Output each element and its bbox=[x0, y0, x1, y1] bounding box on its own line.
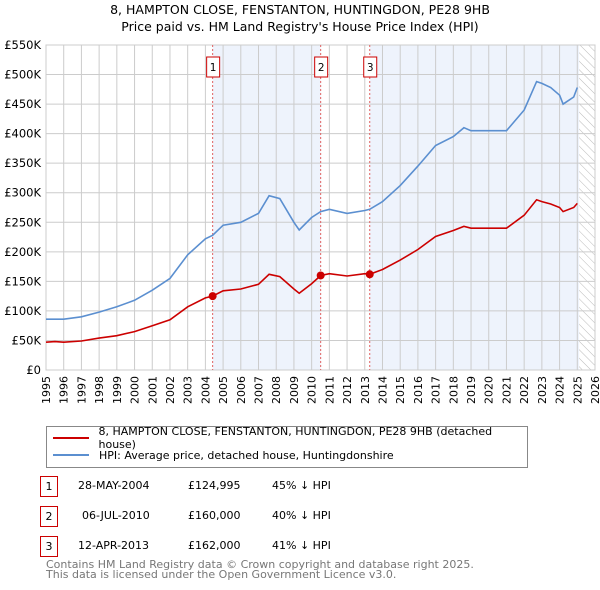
footer-line-2: This data is licensed under the Open Gov… bbox=[46, 568, 397, 581]
transaction-date: 06-JUL-2010 bbox=[82, 509, 150, 522]
y-tick-label: £500K bbox=[4, 68, 41, 82]
y-tick-label: £550K bbox=[4, 38, 41, 52]
transaction-date: 12-APR-2013 bbox=[78, 539, 150, 552]
transaction-marker: 1 bbox=[40, 476, 58, 497]
chart-title: 8, HAMPTON CLOSE, FENSTANTON, HUNTINGDON… bbox=[110, 2, 490, 17]
x-tick-label: 2010 bbox=[306, 376, 319, 404]
chart-subtitle: Price paid vs. HM Land Registry's House … bbox=[121, 19, 479, 34]
x-tick-label: 2001 bbox=[146, 376, 159, 404]
legend-swatch-hpi bbox=[53, 454, 89, 456]
x-tick-label: 2024 bbox=[554, 376, 567, 404]
y-tick-label: £350K bbox=[4, 156, 41, 170]
hpi-line bbox=[46, 80, 579, 320]
legend-label-property: 8, HAMPTON CLOSE, FENSTANTON, HUNTINGDON… bbox=[98, 425, 493, 451]
y-tick-label: £400K bbox=[4, 127, 41, 141]
x-tick-label: 2012 bbox=[341, 376, 354, 404]
x-tick-label: 1996 bbox=[58, 376, 71, 404]
sale-marker-box bbox=[314, 56, 329, 78]
x-tick-label: 2011 bbox=[323, 376, 336, 404]
x-tick-label: 2013 bbox=[359, 376, 372, 404]
x-tick-label: 1997 bbox=[75, 376, 88, 404]
x-tick-label: 2017 bbox=[430, 376, 443, 404]
x-tick-label: 2004 bbox=[199, 376, 212, 404]
y-tick-label: £150K bbox=[4, 274, 41, 288]
x-tick-label: 2026 bbox=[589, 376, 600, 404]
x-tick-label: 2018 bbox=[447, 376, 460, 404]
sale-point bbox=[365, 270, 374, 279]
legend-swatch-property bbox=[53, 437, 89, 439]
sale-marker-box bbox=[363, 56, 378, 78]
x-tick-label: 2002 bbox=[164, 376, 177, 404]
x-tick-label: 1998 bbox=[93, 376, 106, 404]
transaction-marker: 3 bbox=[40, 536, 58, 557]
x-tick-label: 2009 bbox=[288, 376, 301, 404]
x-tick-label: 1999 bbox=[111, 376, 124, 404]
transaction-price: £124,995 bbox=[188, 479, 241, 492]
x-tick-label: 2007 bbox=[253, 376, 266, 404]
price-chart: 1995 1996 1997 1998 1999 2000 2001 2002 2003 2004… bbox=[4, 38, 600, 404]
legend-item-property: 8, HAMPTON CLOSE, FENSTANTON, HUNTINGDON… bbox=[53, 425, 527, 451]
transaction-price: £162,000 bbox=[188, 539, 241, 552]
ownership-shade-1 bbox=[212, 45, 321, 370]
transaction-marker: 2 bbox=[40, 506, 58, 527]
y-tick-label: £250K bbox=[4, 215, 41, 229]
x-tick-label: 2025 bbox=[571, 376, 584, 404]
sale-marker-label: 1 bbox=[210, 62, 217, 74]
x-tick-label: 2021 bbox=[500, 376, 513, 404]
y-tick-label: £200K bbox=[4, 245, 41, 259]
x-tick-label: 2020 bbox=[483, 376, 496, 404]
x-tick-label: 2014 bbox=[376, 376, 389, 404]
ownership-shade-2 bbox=[369, 45, 580, 370]
forecast-hatch bbox=[579, 45, 595, 370]
x-tick-label: 2000 bbox=[129, 376, 142, 404]
transaction-price: £160,000 bbox=[188, 509, 241, 522]
legend: 8, HAMPTON CLOSE, FENSTANTON, HUNTINGDON… bbox=[46, 425, 528, 468]
x-tick-label: 2015 bbox=[394, 376, 407, 404]
legend-label-hpi: HPI: Average price, detached house, Hunt… bbox=[99, 448, 394, 462]
sale-marker-box bbox=[206, 56, 221, 78]
x-tick-label: 2023 bbox=[536, 376, 549, 404]
footer-line-1: Contains HM Land Registry data © Crown c… bbox=[46, 558, 474, 571]
transaction-diff: 45% ↓ HPI bbox=[272, 479, 331, 492]
x-tick-label: 2008 bbox=[270, 376, 283, 404]
x-tick-label: 2019 bbox=[465, 376, 478, 404]
footer: Contains HM Land Registry data © Crown c… bbox=[46, 558, 474, 581]
sale-point bbox=[316, 271, 325, 280]
transaction-date: 28-MAY-2004 bbox=[78, 479, 150, 492]
sale-marker-label: 2 bbox=[318, 62, 325, 74]
x-tick-label: 2005 bbox=[217, 376, 230, 404]
transaction-diff: 40% ↓ HPI bbox=[272, 509, 331, 522]
transaction-diff: 41% ↓ HPI bbox=[272, 539, 331, 552]
x-tick-label: 2016 bbox=[412, 376, 425, 404]
legend-item-hpi: HPI: Average price, detached house, Hunt… bbox=[53, 447, 394, 463]
y-tick-label: £450K bbox=[4, 97, 41, 111]
property-price-line bbox=[45, 198, 578, 344]
x-tick-label: 2003 bbox=[182, 376, 195, 404]
sale-point bbox=[208, 292, 217, 301]
y-tick-label: £0 bbox=[26, 363, 41, 377]
y-tick-label: £100K bbox=[4, 304, 41, 318]
x-tick-label: 2006 bbox=[235, 376, 248, 404]
x-tick-label: 1995 bbox=[40, 376, 53, 404]
y-tick-label: £50K bbox=[12, 333, 42, 347]
x-tick-label: 2022 bbox=[518, 376, 531, 404]
y-tick-label: £300K bbox=[4, 186, 41, 200]
sale-marker-label: 3 bbox=[367, 62, 374, 74]
